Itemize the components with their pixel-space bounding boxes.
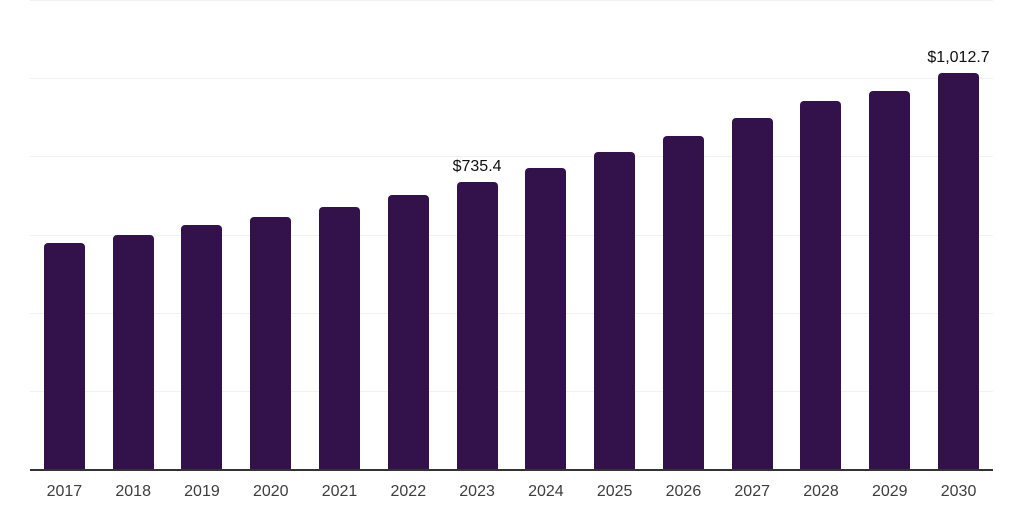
bar-column-2024 [511, 0, 580, 469]
plot-area: $735.4 $1,012.7 [30, 0, 993, 471]
gridline-1200 [30, 0, 993, 1]
x-axis-labels: 2017 2018 2019 2020 2021 2022 2023 2024 2025 2026… [30, 482, 993, 501]
bar-2030 [938, 73, 980, 469]
x-tick-label-2023: 2023 [459, 483, 495, 500]
gridline-400 [30, 312, 993, 314]
bar-column-2017 [30, 0, 99, 469]
data-label-2030: $1,012.7 [927, 49, 990, 67]
bar-column-2023: $735.4 [443, 0, 512, 469]
bar-2024 [525, 167, 567, 469]
bar-column-2022 [374, 0, 443, 469]
bar-column-2026 [649, 0, 718, 469]
x-tick-label-2021: 2021 [321, 483, 358, 500]
bar-2022 [387, 194, 429, 469]
x-tick-label-2022: 2022 [390, 483, 427, 500]
bar-column-2027 [718, 0, 787, 469]
bar-2029 [869, 90, 911, 469]
bar-column-2028 [787, 0, 856, 469]
x-tick-label-2027: 2027 [734, 483, 770, 500]
bar-2028 [800, 100, 842, 469]
gridline-200 [30, 390, 993, 392]
bar-column-2018 [99, 0, 168, 469]
bar-2017 [43, 242, 85, 469]
bar-column-2019 [168, 0, 237, 469]
x-tick-label-2024: 2024 [528, 483, 564, 500]
bar-2020 [250, 216, 292, 469]
bar-column-2025 [580, 0, 649, 469]
bar-2018 [112, 234, 154, 469]
gridline-600 [30, 234, 993, 236]
bar-2021 [319, 206, 361, 469]
bar-column-2029 [855, 0, 924, 469]
bar-2025 [594, 151, 636, 469]
bar-column-2021 [305, 0, 374, 469]
x-tick-label-2020: 2020 [252, 483, 289, 500]
x-tick-label-2018: 2018 [115, 483, 151, 500]
x-tick-label-2025: 2025 [596, 483, 633, 500]
x-tick-label-2029: 2029 [871, 483, 908, 500]
gridline-1000 [30, 78, 993, 80]
bar-column-2020 [236, 0, 305, 469]
data-label-2023: $735.4 [452, 157, 502, 175]
x-tick-label-2017: 2017 [46, 483, 83, 500]
bar-column-2030: $1,012.7 [924, 0, 993, 469]
x-tick-label-2030: 2030 [940, 483, 977, 500]
bar-2027 [731, 117, 773, 469]
bar-2019 [181, 224, 223, 469]
x-tick-label-2026: 2026 [665, 483, 702, 500]
bars: $735.4 $1,012.7 [30, 0, 993, 469]
bar-2023 [456, 181, 498, 469]
bar-2026 [662, 135, 704, 469]
gridline-800 [30, 156, 993, 158]
x-tick-label-2019: 2019 [184, 483, 220, 500]
x-tick-label-2028: 2028 [803, 483, 839, 500]
